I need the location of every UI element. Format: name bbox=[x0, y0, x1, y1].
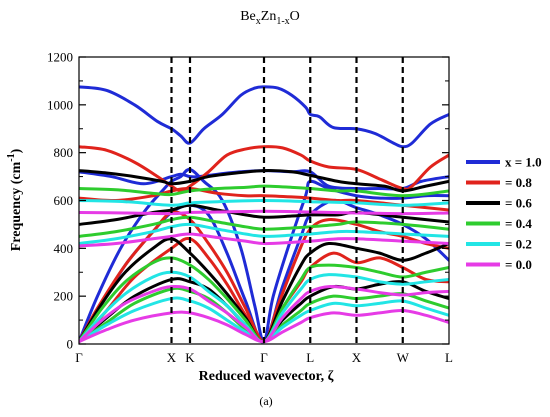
x-tick-label-7: L bbox=[445, 350, 453, 365]
y-tick-label-4: 800 bbox=[54, 145, 74, 160]
x-tick-label-3: Γ bbox=[260, 350, 268, 365]
y-tick-label-0: 0 bbox=[67, 337, 74, 352]
legend-label-2: = 0.6 bbox=[505, 196, 532, 211]
x-tick-label-2: K bbox=[185, 350, 195, 365]
y-axis-title-close: ) bbox=[9, 148, 24, 153]
y-tick-label-2: 400 bbox=[54, 241, 74, 256]
series-5-branch-3 bbox=[79, 308, 449, 344]
legend-label-3: = 0.4 bbox=[505, 216, 532, 231]
y-tick-label-1: 200 bbox=[54, 289, 74, 304]
title-sub-1-x: 1-x bbox=[276, 16, 289, 27]
title-base-o: O bbox=[290, 9, 300, 24]
legend: x = 1.0 = 0.8 = 0.6 = 0.4 = 0.2 = 0.0 bbox=[466, 155, 542, 272]
title-sub-x: x bbox=[256, 16, 261, 27]
x-tick-label-5: X bbox=[352, 350, 362, 365]
series-4-branch-0 bbox=[79, 199, 449, 207]
legend-label-5: = 0.0 bbox=[505, 257, 532, 272]
x-tick-label-6: W bbox=[397, 350, 410, 365]
y-axis-title-sup: -1 bbox=[6, 153, 17, 161]
series-3-branch-0 bbox=[79, 184, 449, 198]
series-4-branch-3 bbox=[79, 296, 449, 344]
title-base-zn: Zn bbox=[261, 9, 277, 24]
legend-label-4: = 0.2 bbox=[505, 237, 532, 252]
y-axis-title: Frequency (cm-1) bbox=[6, 148, 24, 251]
x-tick-label-4: L bbox=[306, 350, 314, 365]
chart-title: BexZn1-xO bbox=[240, 9, 300, 27]
x-tick-label-0: Γ bbox=[75, 350, 83, 365]
series-1-branch-1 bbox=[79, 186, 449, 212]
x-axis-title: Reduced wavevector, ζ bbox=[199, 369, 334, 384]
x-tick-label-1: X bbox=[167, 350, 177, 365]
series-4-branch-1 bbox=[79, 222, 449, 246]
series-3-branch-1 bbox=[79, 215, 449, 238]
y-tick-label-5: 1000 bbox=[47, 97, 73, 112]
series-5-branch-1 bbox=[79, 232, 449, 248]
legend-label-1: = 0.8 bbox=[505, 175, 532, 190]
series-5-branch-0 bbox=[79, 209, 449, 216]
y-tick-label-3: 600 bbox=[54, 193, 74, 208]
series-lines bbox=[79, 85, 449, 344]
panel-label: (a) bbox=[259, 394, 272, 408]
y-tick-label-6: 1200 bbox=[47, 50, 73, 65]
legend-label-0: x = 1.0 bbox=[505, 155, 542, 170]
y-axis-title-main: Frequency (cm bbox=[9, 161, 24, 251]
title-base-be: Be bbox=[240, 9, 256, 24]
series-1-branch-0 bbox=[79, 145, 449, 193]
